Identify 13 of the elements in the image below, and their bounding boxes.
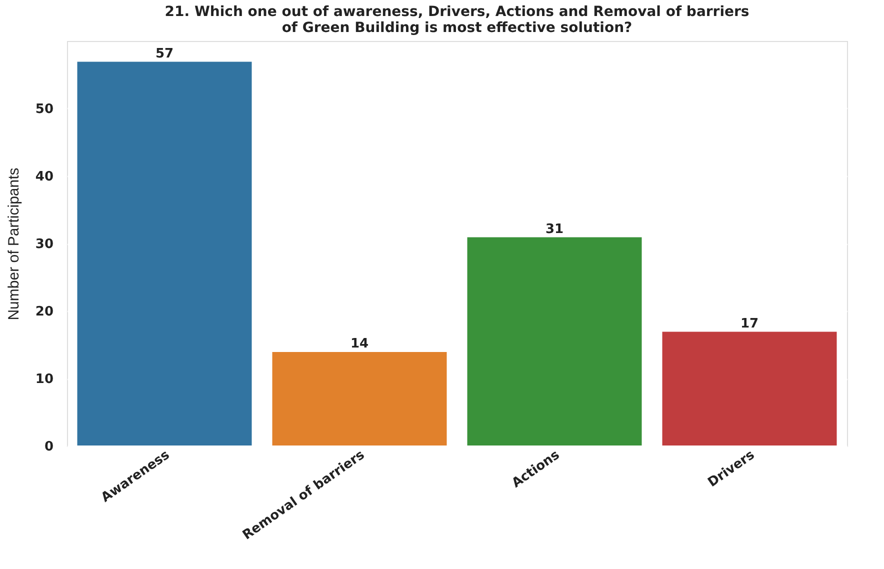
y-tick-label: 0 — [44, 440, 54, 454]
y-tick-label: 30 — [35, 237, 54, 252]
y-tick-label: 20 — [35, 304, 54, 320]
text: of Green Building is most effective solution? — [282, 20, 632, 36]
data-label: 57 — [155, 46, 174, 62]
text: 21. Which one out of awareness, Drivers, Actions and Removal of barriers — [164, 4, 750, 20]
y-tick-label: 10 — [35, 372, 54, 387]
data-label: 17 — [740, 316, 759, 332]
y-axis-title: Number of Participants — [5, 168, 22, 320]
y-tick-label: 50 — [35, 102, 54, 117]
data-label: 31 — [545, 222, 564, 237]
y-tick-label: 40 — [35, 170, 54, 184]
data-label: 14 — [350, 336, 369, 352]
